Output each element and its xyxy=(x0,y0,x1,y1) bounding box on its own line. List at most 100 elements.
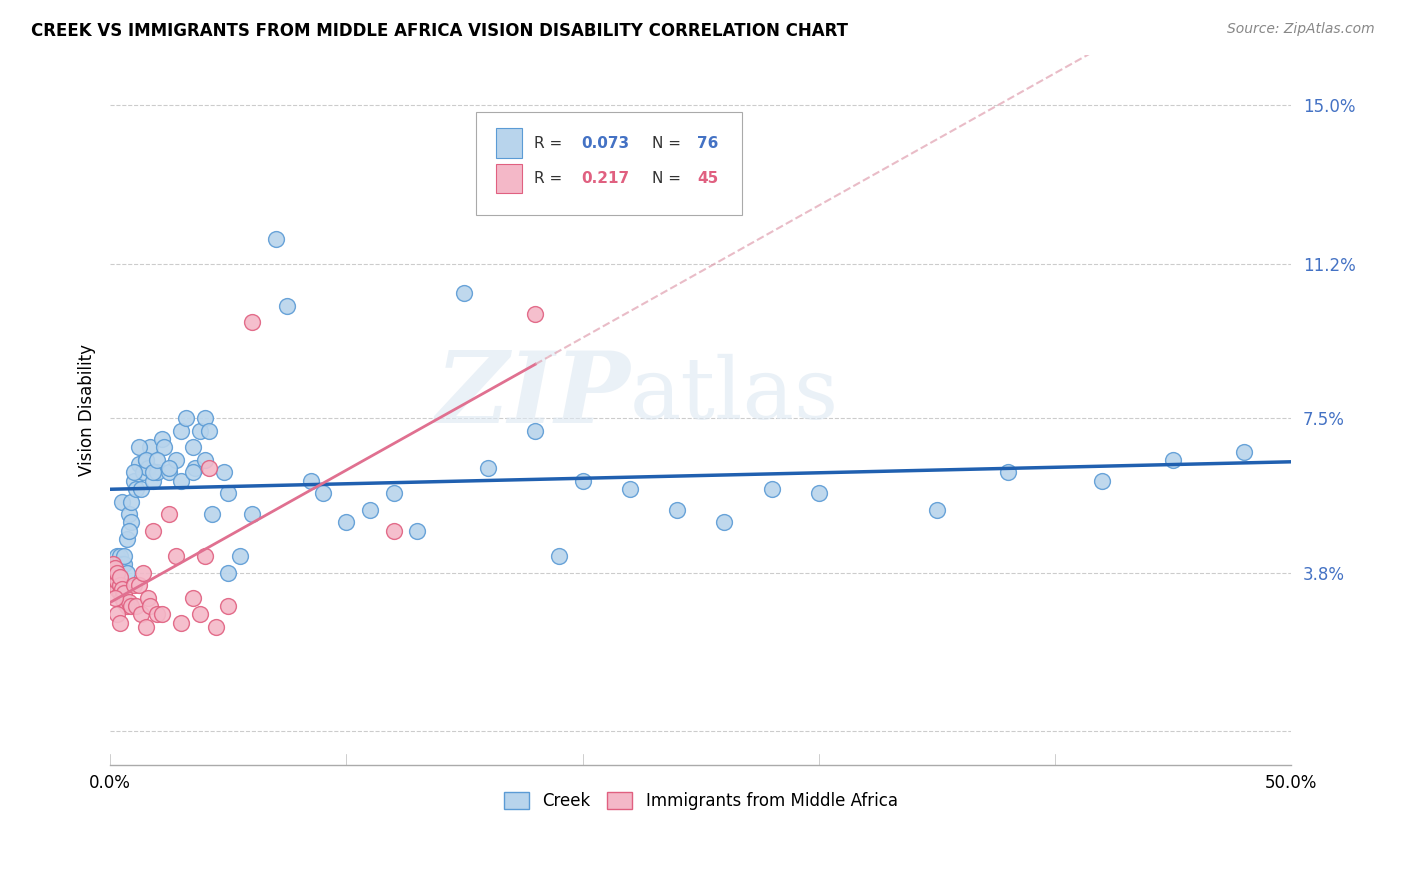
Point xyxy=(105,582,128,597)
Point xyxy=(115,599,138,613)
Text: R =: R = xyxy=(534,136,567,151)
Text: R =: R = xyxy=(534,171,567,186)
Point xyxy=(142,524,165,538)
Point xyxy=(111,591,134,605)
Point xyxy=(194,411,217,425)
Point xyxy=(198,424,221,438)
Point xyxy=(157,466,180,480)
Point xyxy=(1091,474,1114,488)
Point xyxy=(157,461,180,475)
Point xyxy=(115,566,138,580)
Point xyxy=(146,466,169,480)
Point xyxy=(128,578,150,592)
Point xyxy=(619,482,641,496)
Point xyxy=(115,532,138,546)
Point xyxy=(761,482,783,496)
Point xyxy=(188,607,211,622)
Point xyxy=(112,549,135,563)
Point xyxy=(240,315,263,329)
Text: N =: N = xyxy=(652,171,686,186)
Point xyxy=(105,607,128,622)
Point xyxy=(105,566,128,580)
Point xyxy=(108,578,131,592)
Point xyxy=(188,424,211,438)
Point xyxy=(139,441,162,455)
Point xyxy=(128,441,150,455)
Point xyxy=(129,482,152,496)
Point xyxy=(122,466,145,480)
Point xyxy=(105,566,128,580)
Point xyxy=(104,578,127,592)
Text: Source: ZipAtlas.com: Source: ZipAtlas.com xyxy=(1227,22,1375,37)
Point xyxy=(105,549,128,563)
Point xyxy=(142,474,165,488)
Point xyxy=(135,453,157,467)
Point xyxy=(108,549,131,563)
Point xyxy=(548,549,571,563)
Text: CREEK VS IMMIGRANTS FROM MIDDLE AFRICA VISION DISABILITY CORRELATION CHART: CREEK VS IMMIGRANTS FROM MIDDLE AFRICA V… xyxy=(31,22,848,40)
Point xyxy=(108,570,131,584)
Point xyxy=(108,578,131,592)
Point xyxy=(807,486,830,500)
Point xyxy=(125,482,148,496)
Point xyxy=(101,574,124,588)
Point xyxy=(132,466,155,480)
Text: 0.073: 0.073 xyxy=(582,136,630,151)
Point xyxy=(118,595,141,609)
Point xyxy=(112,586,135,600)
Point xyxy=(181,466,204,480)
Point xyxy=(132,566,155,580)
Point xyxy=(170,474,193,488)
Point xyxy=(194,549,217,563)
Point xyxy=(382,524,405,538)
Legend: Creek, Immigrants from Middle Africa: Creek, Immigrants from Middle Africa xyxy=(498,785,904,816)
Point xyxy=(299,474,322,488)
Point xyxy=(453,285,475,300)
Point xyxy=(571,474,593,488)
Point xyxy=(120,494,142,508)
Point xyxy=(104,558,127,572)
Point xyxy=(212,466,235,480)
Point xyxy=(198,461,221,475)
Point xyxy=(128,457,150,471)
Point xyxy=(120,516,142,530)
Point xyxy=(108,586,131,600)
Point xyxy=(112,558,135,572)
Point xyxy=(136,461,159,475)
Point xyxy=(997,466,1019,480)
Text: ZIP: ZIP xyxy=(434,347,630,444)
Point xyxy=(217,486,239,500)
Point xyxy=(118,507,141,521)
Point xyxy=(104,561,127,575)
Point xyxy=(118,524,141,538)
FancyBboxPatch shape xyxy=(496,128,523,158)
Point xyxy=(146,453,169,467)
Text: atlas: atlas xyxy=(630,354,839,437)
Point xyxy=(129,607,152,622)
Point xyxy=(165,453,187,467)
Point xyxy=(146,607,169,622)
Point xyxy=(184,461,207,475)
Point xyxy=(170,424,193,438)
Text: 76: 76 xyxy=(697,136,718,151)
Point xyxy=(925,503,948,517)
Point xyxy=(165,549,187,563)
Point xyxy=(153,441,176,455)
Point xyxy=(229,549,252,563)
Point xyxy=(170,615,193,630)
Y-axis label: Vision Disability: Vision Disability xyxy=(79,343,96,475)
Point xyxy=(335,516,357,530)
Point xyxy=(108,615,131,630)
Point xyxy=(122,474,145,488)
Point xyxy=(217,599,239,613)
Point xyxy=(201,507,224,521)
Point xyxy=(122,578,145,592)
Point xyxy=(194,453,217,467)
Point xyxy=(111,582,134,597)
Point xyxy=(240,507,263,521)
Point xyxy=(150,607,173,622)
Point xyxy=(111,558,134,572)
Point xyxy=(205,620,228,634)
Point xyxy=(524,424,547,438)
Point xyxy=(101,566,124,580)
